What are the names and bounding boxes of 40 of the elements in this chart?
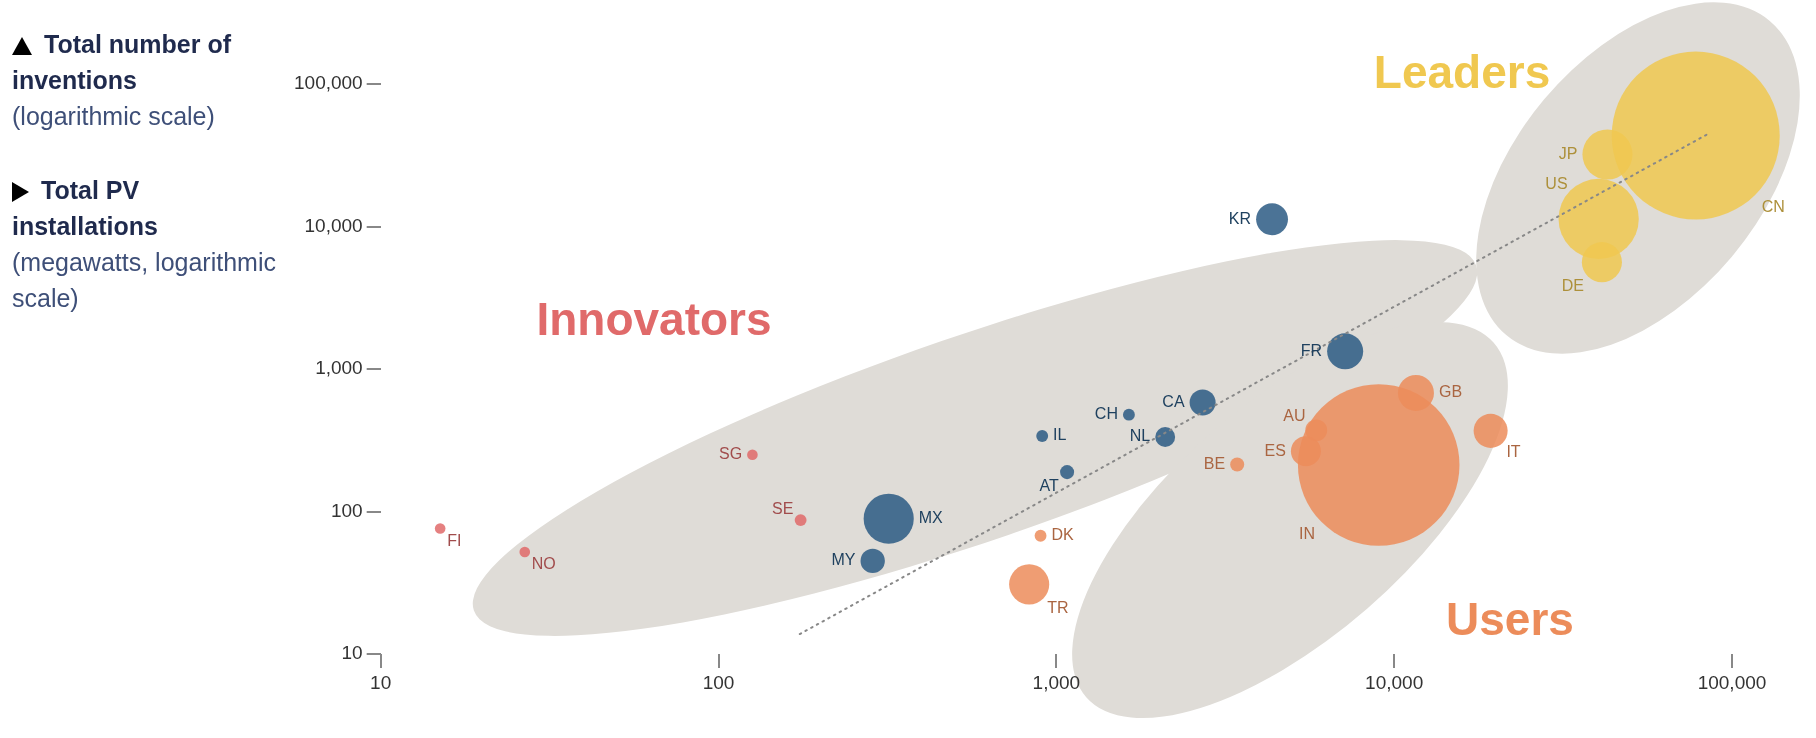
data-label: NO [531,555,556,573]
x-tick-label: 10 [370,671,392,693]
data-label: SG [718,445,743,463]
x-tick-label: 100,000 [1697,671,1767,693]
series-label: Leaders [1373,45,1551,98]
data-label: MX [918,509,944,527]
data-label: SE [772,500,794,518]
data-label: DE [1561,276,1584,294]
data-label: NL [1129,427,1151,445]
data-label: US [1545,175,1568,193]
y-tick-label: 1,000 [315,357,363,379]
data-label: ES [1264,441,1286,459]
data-label: DK [1051,526,1075,544]
data-label: TR [1047,598,1069,616]
x-tick-label: 10,000 [1365,671,1424,693]
data-label: IN [1299,524,1316,542]
y-axis-title: Total number of inventions (logarithmic scale) [12,30,232,130]
y-tick-label: 100,000 [293,72,363,94]
data-label: JP [1558,144,1578,162]
data-label: AU [1283,407,1306,425]
data-label: FR [1300,341,1323,359]
x-tick-label: 100 [702,671,735,693]
x-axis-title: Total PV installations (megawatts, logarithmic scale) [12,176,276,312]
x-tick-label: 1,000 [1032,671,1081,693]
data-label: IL [1053,426,1067,444]
y-tick-label: 100 [330,499,363,521]
data-label: CN [1761,197,1785,215]
data-label: CH [1094,405,1118,423]
data-label: CA [1162,392,1185,410]
data-label: MY [831,551,856,569]
data-label: FI [447,531,462,549]
y-tick-label: 10 [341,642,363,664]
text: Innovators [536,292,772,345]
series-label: Users [1446,592,1574,645]
y-tick-label: 10,000 [304,214,363,236]
data-label: IT [1506,443,1521,461]
data-label: AT [1039,476,1060,494]
data-label: KR [1228,209,1252,227]
data-label: BE [1203,454,1226,472]
data-label: GB [1438,383,1463,401]
